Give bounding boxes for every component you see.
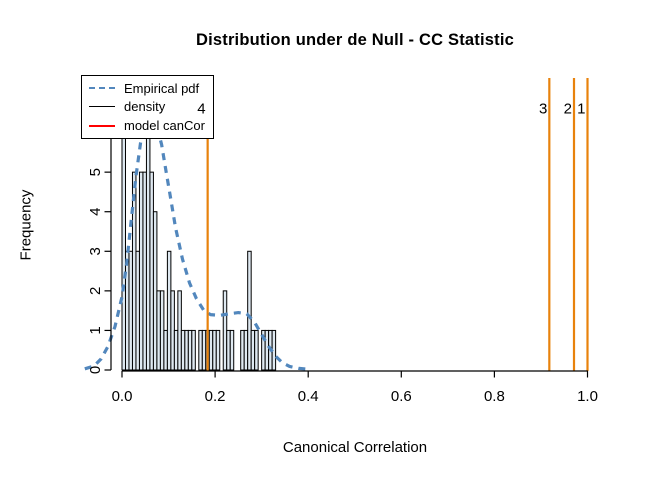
histogram-bar xyxy=(212,329,217,371)
histogram-bar xyxy=(159,290,165,371)
x-tick-label: 0.8 xyxy=(484,388,505,405)
x-tick-label: 0.6 xyxy=(391,388,412,405)
histogram-bar xyxy=(142,171,147,371)
y-tick-label: 3 xyxy=(87,247,104,255)
histogram-bar xyxy=(135,250,140,371)
y-axis-title: Frequency xyxy=(17,189,35,261)
histogram-bar xyxy=(138,171,144,371)
histogram-bar xyxy=(124,250,130,371)
histogram-bar xyxy=(229,329,235,371)
histogram-bar xyxy=(247,250,252,371)
legend-line-swatch xyxy=(89,124,115,127)
y-tick-label: 5 xyxy=(87,168,104,176)
y-tick-label: 1 xyxy=(87,326,104,334)
histogram-bar xyxy=(250,329,256,371)
histogram-bar xyxy=(215,329,221,371)
histogram-bar xyxy=(180,329,186,371)
histogram-bar xyxy=(254,329,259,371)
x-tick-label: 0.4 xyxy=(298,388,319,405)
histogram-bar xyxy=(222,290,228,371)
histogram-bar xyxy=(166,250,172,371)
histogram-bar xyxy=(198,329,203,371)
x-tick-label: 1.0 xyxy=(577,388,598,405)
x-tick-label: 0.0 xyxy=(112,388,133,405)
y-tick-label: 2 xyxy=(87,287,104,295)
histogram-bar xyxy=(184,329,189,371)
histogram-bar xyxy=(156,290,161,371)
legend-row: density xyxy=(89,98,213,116)
y-tick-label: 4 xyxy=(87,208,104,216)
legend: Empirical pdf density model canCor xyxy=(81,75,214,139)
empirical-pdf-curve xyxy=(84,113,309,371)
histogram-bar xyxy=(152,211,158,371)
legend-label: model canCor xyxy=(124,118,205,134)
chart-title: Distribution under de Null - CC Statisti… xyxy=(195,31,515,49)
histogram-bar xyxy=(243,329,249,371)
legend-row: model canCor xyxy=(89,117,213,135)
legend-label: density xyxy=(124,99,166,115)
histogram-bar xyxy=(264,329,270,371)
histogram-bar xyxy=(177,290,182,371)
histogram-bar xyxy=(191,329,196,371)
histogram-bar xyxy=(187,329,193,371)
histogram-bar xyxy=(163,329,168,371)
histogram-bar xyxy=(128,250,133,371)
histogram-bar xyxy=(201,329,207,371)
histogram-bar xyxy=(226,329,231,371)
legend-line-swatch xyxy=(89,87,115,90)
histogram-bar xyxy=(208,329,214,371)
legend-label: Empirical pdf xyxy=(124,80,200,96)
x-tick-label: 0.2 xyxy=(205,388,226,405)
histogram-bar xyxy=(173,329,179,371)
legend-row: Empirical pdf xyxy=(89,79,213,97)
histogram-bar xyxy=(170,290,175,371)
legend-line-swatch xyxy=(89,106,115,108)
y-tick-label: 0 xyxy=(87,366,104,374)
x-axis-title: Canonical Correlation xyxy=(282,439,428,456)
histogram-bar xyxy=(240,329,245,371)
histogram-bar xyxy=(149,171,154,371)
histogram-bar xyxy=(131,171,137,371)
